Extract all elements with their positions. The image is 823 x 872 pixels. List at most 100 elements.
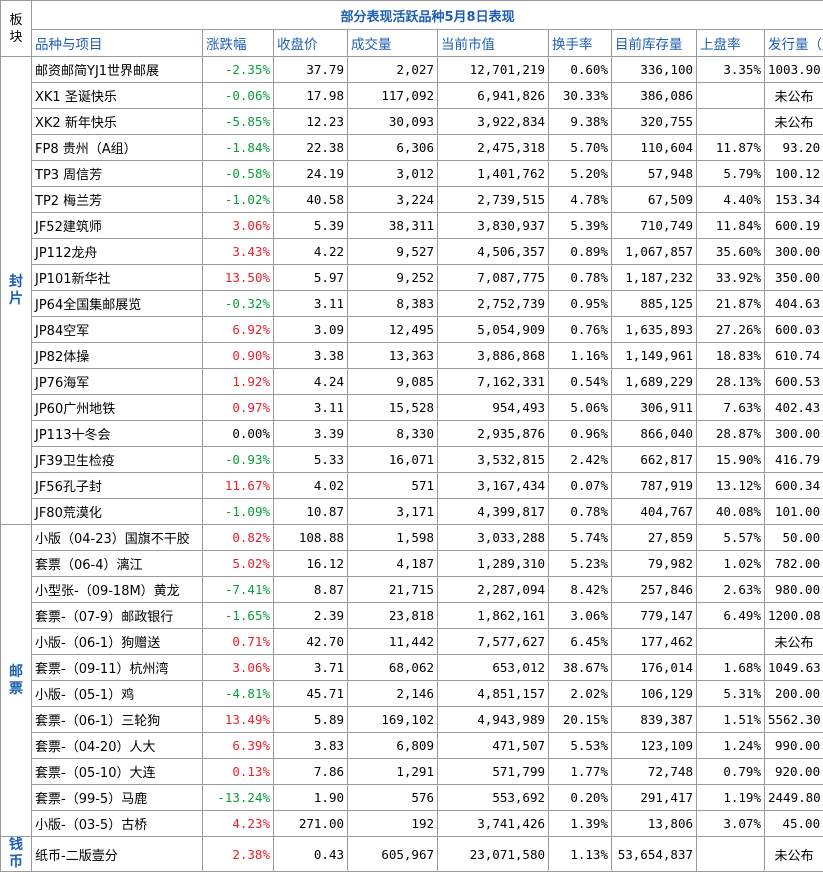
row-issue: 990.00 bbox=[765, 733, 823, 759]
block-label: 钱币 bbox=[1, 837, 32, 872]
row-issue: 350.00 bbox=[765, 265, 823, 291]
row-turnover: 5.06% bbox=[549, 395, 612, 421]
row-turnover: 0.54% bbox=[549, 369, 612, 395]
row-mcap: 3,532,815 bbox=[438, 447, 549, 473]
row-turnover: 5.53% bbox=[549, 733, 612, 759]
row-turnover: 5.23% bbox=[549, 551, 612, 577]
row-close: 8.87 bbox=[274, 577, 348, 603]
row-volume: 1,598 bbox=[348, 525, 438, 551]
row-turnover: 4.78% bbox=[549, 187, 612, 213]
row-volume: 15,528 bbox=[348, 395, 438, 421]
row-mcap: 6,941,826 bbox=[438, 83, 549, 109]
row-rate: 11.87% bbox=[697, 135, 765, 161]
row-stock: 176,014 bbox=[612, 655, 697, 681]
block-label: 邮票 bbox=[1, 525, 32, 837]
row-close: 4.22 bbox=[274, 239, 348, 265]
row-name: 小版-（06-1）狗赠送 bbox=[32, 629, 203, 655]
row-rate: 18.83% bbox=[697, 343, 765, 369]
row-change: 0.71% bbox=[203, 629, 274, 655]
row-stock: 1,187,232 bbox=[612, 265, 697, 291]
row-rate bbox=[697, 109, 765, 135]
row-volume: 3,224 bbox=[348, 187, 438, 213]
row-change: -7.41% bbox=[203, 577, 274, 603]
row-issue: 200.00 bbox=[765, 681, 823, 707]
row-name: XK2 新年快乐 bbox=[32, 109, 203, 135]
row-rate: 1.24% bbox=[697, 733, 765, 759]
row-issue: 1049.63 bbox=[765, 655, 823, 681]
row-turnover: 1.13% bbox=[549, 837, 612, 872]
row-volume: 3,012 bbox=[348, 161, 438, 187]
row-name: TP2 梅兰芳 bbox=[32, 187, 203, 213]
row-mcap: 2,752,739 bbox=[438, 291, 549, 317]
row-name: XK1 圣诞快乐 bbox=[32, 83, 203, 109]
row-mcap: 2,475,318 bbox=[438, 135, 549, 161]
row-stock: 1,689,229 bbox=[612, 369, 697, 395]
row-rate: 5.57% bbox=[697, 525, 765, 551]
row-change: 13.50% bbox=[203, 265, 274, 291]
row-name: JP64全国集邮展览 bbox=[32, 291, 203, 317]
row-change: -1.02% bbox=[203, 187, 274, 213]
row-change: -0.58% bbox=[203, 161, 274, 187]
row-change: 3.06% bbox=[203, 655, 274, 681]
row-mcap: 571,799 bbox=[438, 759, 549, 785]
row-stock: 866,040 bbox=[612, 421, 697, 447]
row-close: 5.33 bbox=[274, 447, 348, 473]
row-rate: 5.79% bbox=[697, 161, 765, 187]
header-volume: 成交量 bbox=[348, 30, 438, 57]
row-rate: 5.31% bbox=[697, 681, 765, 707]
row-stock: 404,767 bbox=[612, 499, 697, 525]
row-name: 小版-（05-1）鸡 bbox=[32, 681, 203, 707]
row-rate bbox=[697, 837, 765, 872]
header-turnover: 换手率 bbox=[549, 30, 612, 57]
row-turnover: 0.07% bbox=[549, 473, 612, 499]
row-close: 3.11 bbox=[274, 395, 348, 421]
row-issue: 600.34 bbox=[765, 473, 823, 499]
row-name: 套票-（04-20）人大 bbox=[32, 733, 203, 759]
row-name: 套票-（09-11）杭州湾 bbox=[32, 655, 203, 681]
row-close: 16.12 bbox=[274, 551, 348, 577]
row-name: JP76海军 bbox=[32, 369, 203, 395]
row-issue: 5562.30 bbox=[765, 707, 823, 733]
row-stock: 72,748 bbox=[612, 759, 697, 785]
row-close: 5.39 bbox=[274, 213, 348, 239]
row-issue: 45.00 bbox=[765, 811, 823, 837]
row-name: 套票-（06-1）三轮狗 bbox=[32, 707, 203, 733]
row-turnover: 0.78% bbox=[549, 499, 612, 525]
row-turnover: 2.02% bbox=[549, 681, 612, 707]
row-volume: 68,062 bbox=[348, 655, 438, 681]
row-issue: 未公布 bbox=[765, 629, 823, 655]
row-close: 3.71 bbox=[274, 655, 348, 681]
row-change: 13.49% bbox=[203, 707, 274, 733]
row-stock: 257,846 bbox=[612, 577, 697, 603]
row-close: 22.38 bbox=[274, 135, 348, 161]
row-change: -5.85% bbox=[203, 109, 274, 135]
row-change: 3.06% bbox=[203, 213, 274, 239]
row-rate: 1.02% bbox=[697, 551, 765, 577]
row-turnover: 0.96% bbox=[549, 421, 612, 447]
row-mcap: 5,054,909 bbox=[438, 317, 549, 343]
row-change: 11.67% bbox=[203, 473, 274, 499]
row-mcap: 23,071,580 bbox=[438, 837, 549, 872]
row-change: -0.93% bbox=[203, 447, 274, 473]
row-name: JP84空军 bbox=[32, 317, 203, 343]
row-change: -4.81% bbox=[203, 681, 274, 707]
row-volume: 38,311 bbox=[348, 213, 438, 239]
header-rate: 上盘率 bbox=[697, 30, 765, 57]
row-close: 5.97 bbox=[274, 265, 348, 291]
row-name: 套票-（07-9）邮政银行 bbox=[32, 603, 203, 629]
row-issue: 300.00 bbox=[765, 239, 823, 265]
row-change: -1.09% bbox=[203, 499, 274, 525]
row-name: JP101新华社 bbox=[32, 265, 203, 291]
row-change: 6.92% bbox=[203, 317, 274, 343]
row-change: 0.82% bbox=[203, 525, 274, 551]
row-issue: 100.12 bbox=[765, 161, 823, 187]
row-rate: 3.35% bbox=[697, 57, 765, 83]
row-stock: 291,417 bbox=[612, 785, 697, 811]
